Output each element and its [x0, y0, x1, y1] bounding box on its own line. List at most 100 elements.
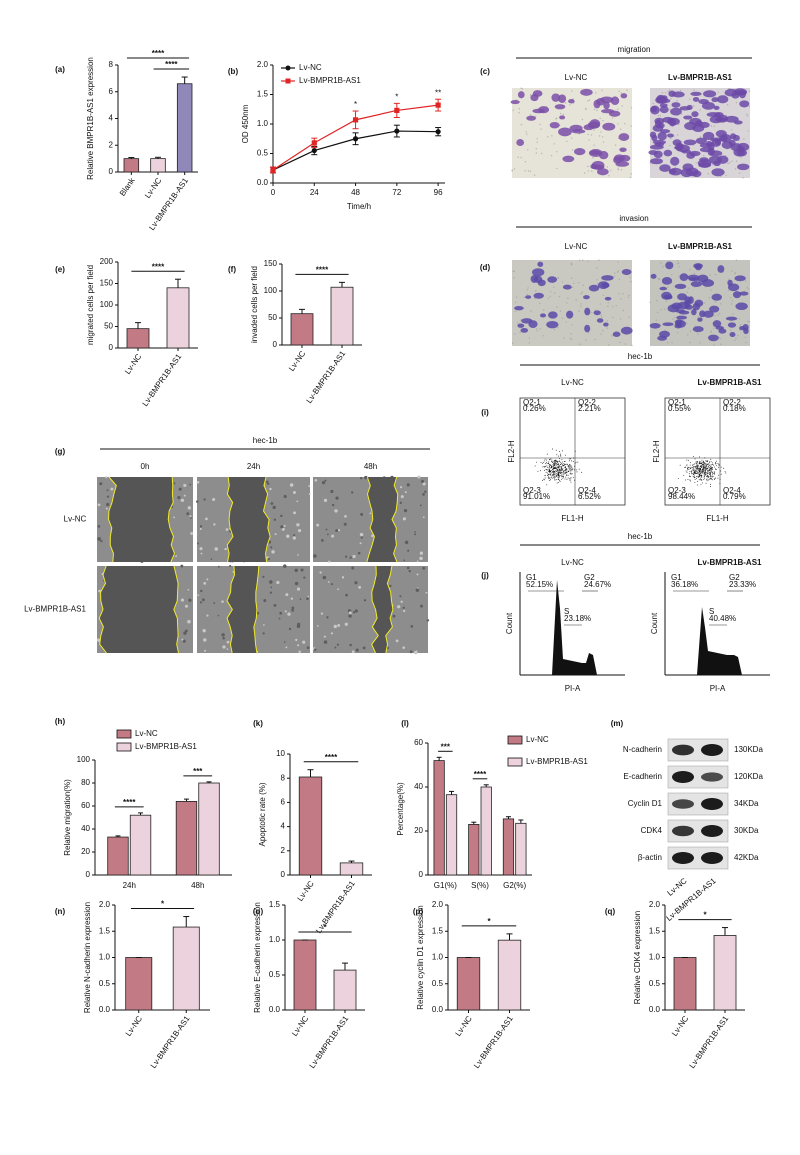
event-dot — [707, 460, 709, 461]
event-dot — [705, 482, 707, 484]
event-dot — [701, 469, 703, 471]
wound-edge — [173, 565, 180, 654]
event-dot — [712, 462, 714, 464]
speckle — [337, 588, 340, 591]
pore — [592, 156, 594, 159]
event-dot — [542, 462, 543, 464]
cell — [679, 273, 689, 281]
event-dot — [557, 462, 559, 463]
event-dot — [554, 460, 556, 462]
event-dot — [559, 464, 561, 466]
y-tick-label: 0.5 — [257, 149, 269, 158]
wound-edge — [226, 476, 234, 563]
pore — [563, 337, 565, 339]
legend-swatch — [116, 742, 132, 752]
event-dot — [718, 464, 720, 466]
cell — [695, 137, 707, 145]
speckle — [180, 564, 184, 568]
speckle — [336, 643, 339, 646]
cell — [584, 307, 591, 316]
pore — [730, 329, 732, 331]
event-dot — [571, 473, 573, 475]
error-bar — [135, 322, 141, 329]
event-dot — [692, 464, 694, 466]
pore — [534, 297, 536, 300]
speckle — [187, 506, 192, 510]
speckle — [415, 650, 418, 653]
quadrant-name: Q2-4 — [578, 486, 596, 495]
speckle — [190, 532, 194, 535]
event-dot — [692, 469, 694, 471]
pore — [679, 89, 682, 92]
wound-edge — [366, 476, 375, 563]
pore — [559, 310, 562, 312]
error-bar — [342, 962, 348, 971]
speckle — [212, 497, 216, 502]
cell — [657, 131, 667, 141]
event-dot — [694, 476, 696, 478]
event-dot — [561, 468, 563, 470]
pore — [588, 99, 591, 101]
speckle — [320, 612, 324, 615]
wound-gap — [366, 477, 398, 562]
event-dot — [700, 465, 702, 467]
event-dot — [696, 462, 698, 464]
cell — [531, 268, 545, 277]
pore — [587, 260, 589, 263]
y-tick-label: 1.5 — [257, 90, 269, 99]
pore — [735, 337, 737, 340]
y-tick-label: 2.0 — [257, 60, 269, 69]
event-dot — [562, 477, 564, 479]
pore — [570, 264, 573, 266]
event-dot — [560, 469, 562, 471]
pore — [713, 344, 715, 346]
speckle — [348, 611, 352, 615]
pore — [664, 92, 667, 94]
speckle — [330, 632, 333, 635]
event-dot — [565, 469, 567, 471]
event-dot — [546, 484, 548, 486]
y-tick-label: 0 — [86, 870, 91, 879]
pore — [624, 123, 626, 125]
pore — [551, 135, 553, 137]
y-tick-label: 20 — [414, 826, 423, 835]
event-dot — [562, 468, 564, 470]
event-dot — [560, 455, 562, 457]
panel-letter: (l) — [401, 719, 409, 728]
speckle — [97, 525, 101, 528]
event-dot — [709, 468, 711, 470]
event-dot — [720, 470, 722, 472]
event-dot — [576, 471, 578, 473]
speckle — [197, 542, 199, 545]
cell — [574, 148, 586, 156]
speckle — [297, 554, 299, 556]
speckle — [279, 611, 283, 615]
quadrant-name: Q2-2 — [723, 398, 741, 407]
pore — [595, 92, 597, 94]
event-dot — [565, 464, 567, 466]
speckle — [269, 591, 272, 594]
pore — [569, 104, 571, 106]
event-dot — [545, 469, 547, 471]
event-dot — [715, 477, 716, 479]
y-tick-label: 0.5 — [432, 979, 444, 988]
cell — [600, 96, 614, 104]
event-dot — [546, 475, 548, 477]
event-dot — [687, 466, 689, 468]
event-dot — [562, 472, 564, 473]
speckle — [269, 487, 272, 491]
event-dot — [704, 474, 706, 476]
cell — [654, 119, 662, 129]
pore — [630, 173, 632, 175]
event-dot — [564, 454, 566, 456]
event-dot — [574, 479, 576, 481]
event-dot — [694, 482, 696, 483]
pore — [708, 297, 711, 299]
event-dot — [548, 470, 550, 472]
event-dot — [570, 465, 571, 467]
event-dot — [559, 472, 561, 474]
speckle — [349, 643, 352, 647]
speckle — [187, 588, 190, 591]
event-dot — [558, 455, 560, 457]
cell — [547, 311, 558, 319]
